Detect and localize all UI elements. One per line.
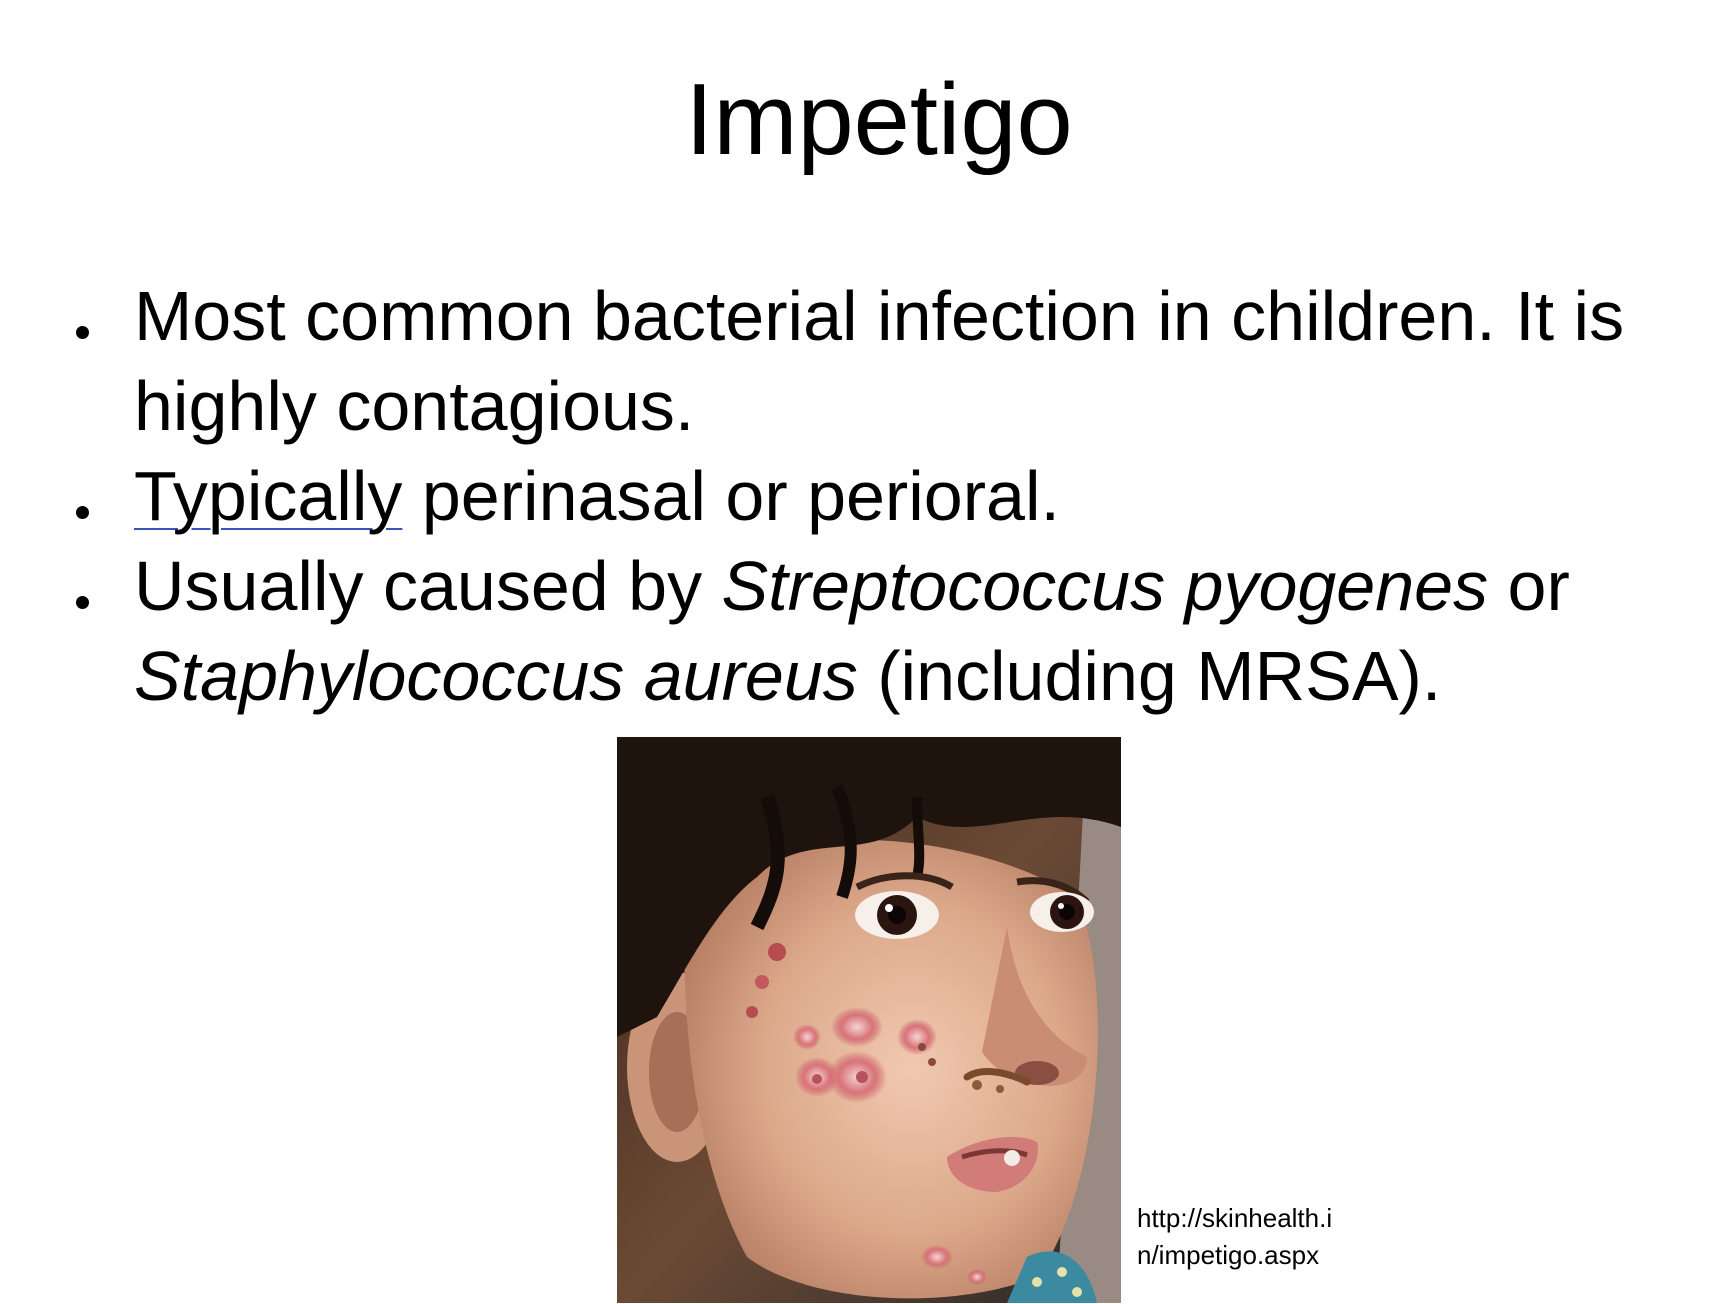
image-source-link[interactable]: http://skinhealth.i n/impetigo.aspx: [1137, 1203, 1333, 1270]
bullet-dot-icon: [76, 506, 89, 519]
bullet-text: perinasal or perioral.: [402, 457, 1060, 535]
bullet-text: or: [1488, 547, 1570, 625]
spellcheck-flagged-word: Typically: [134, 457, 403, 535]
bullet-item: Most common bacterial infection in child…: [68, 271, 1668, 451]
bullet-item: Usually caused by Streptococcus pyogenes…: [68, 541, 1668, 721]
bullet-item: Typically perinasal or perioral.: [68, 451, 1668, 541]
organism-name: Staphylococcus aureus: [134, 637, 858, 715]
impetigo-photo-illustration: [617, 737, 1121, 1303]
organism-name: Streptococcus pyogenes: [721, 547, 1489, 625]
bullet-text: (including MRSA).: [857, 637, 1442, 715]
bullet-text: Most common bacterial infection in child…: [134, 277, 1625, 445]
bullet-dot-icon: [76, 596, 89, 609]
bullet-list: Most common bacterial infection in child…: [68, 271, 1668, 721]
impetigo-photo: [617, 737, 1121, 1303]
slide-title: Impetigo: [685, 64, 1073, 176]
bullet-dot-icon: [76, 326, 89, 339]
bullet-text: Usually caused by: [134, 547, 722, 625]
